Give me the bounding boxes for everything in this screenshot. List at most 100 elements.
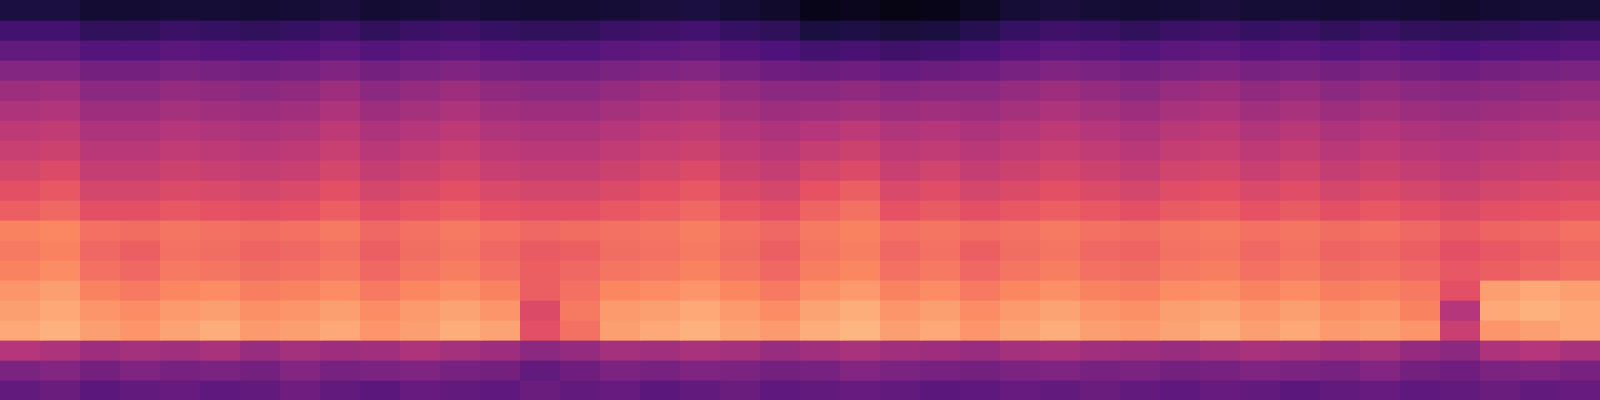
cell bbox=[1400, 300, 1441, 321]
cell bbox=[280, 100, 321, 121]
cell bbox=[440, 200, 481, 221]
cell bbox=[1200, 40, 1241, 61]
cell bbox=[440, 220, 481, 241]
cell bbox=[1560, 380, 1600, 400]
cell bbox=[1360, 380, 1401, 400]
cell bbox=[880, 0, 921, 21]
cell bbox=[960, 140, 1001, 161]
cell bbox=[80, 40, 121, 61]
cell bbox=[640, 240, 681, 261]
cell bbox=[1480, 160, 1521, 181]
cell bbox=[360, 180, 401, 201]
cell bbox=[1080, 220, 1121, 241]
cell bbox=[720, 120, 761, 141]
cell bbox=[720, 180, 761, 201]
cell bbox=[320, 300, 361, 321]
cell bbox=[1480, 60, 1521, 81]
cell bbox=[280, 360, 321, 381]
cell bbox=[280, 180, 321, 201]
cell bbox=[1320, 60, 1361, 81]
cell bbox=[320, 160, 361, 181]
cell bbox=[480, 80, 521, 101]
cell bbox=[1560, 140, 1600, 161]
cell bbox=[1120, 80, 1161, 101]
cell bbox=[1400, 200, 1441, 221]
cell bbox=[40, 380, 81, 400]
cell bbox=[1320, 140, 1361, 161]
cell bbox=[1040, 140, 1081, 161]
cell bbox=[440, 280, 481, 301]
cell bbox=[1160, 0, 1201, 21]
cell bbox=[1200, 360, 1241, 381]
cell bbox=[600, 260, 641, 281]
cell bbox=[600, 100, 641, 121]
cell bbox=[640, 180, 681, 201]
cell bbox=[1520, 280, 1561, 301]
cell bbox=[800, 300, 841, 321]
cell bbox=[1200, 140, 1241, 161]
cell bbox=[1080, 240, 1121, 261]
cell bbox=[680, 280, 721, 301]
cell bbox=[1280, 260, 1321, 281]
cell bbox=[1520, 140, 1561, 161]
cell bbox=[1280, 220, 1321, 241]
cell bbox=[200, 120, 241, 141]
cell bbox=[640, 280, 681, 301]
cell bbox=[1560, 100, 1600, 121]
cell bbox=[1080, 360, 1121, 381]
cell bbox=[560, 120, 601, 141]
cell bbox=[1120, 260, 1161, 281]
cell bbox=[0, 40, 41, 61]
cell bbox=[1320, 200, 1361, 221]
cell bbox=[480, 240, 521, 261]
cell bbox=[1040, 40, 1081, 61]
cell bbox=[1160, 80, 1201, 101]
cell bbox=[1520, 380, 1561, 400]
cell bbox=[1520, 260, 1561, 281]
cell bbox=[1240, 40, 1281, 61]
cell bbox=[1320, 220, 1361, 241]
cell bbox=[680, 200, 721, 221]
cell bbox=[40, 40, 81, 61]
cell bbox=[1000, 100, 1041, 121]
cell bbox=[400, 300, 441, 321]
cell bbox=[680, 300, 721, 321]
cell bbox=[240, 0, 281, 21]
cell bbox=[520, 200, 561, 221]
cell bbox=[480, 160, 521, 181]
cell bbox=[1000, 380, 1041, 400]
cell bbox=[600, 340, 641, 361]
cell bbox=[720, 80, 761, 101]
cell bbox=[1320, 280, 1361, 301]
cell bbox=[1040, 60, 1081, 81]
cell bbox=[760, 300, 801, 321]
cell bbox=[1040, 300, 1081, 321]
cell bbox=[160, 140, 201, 161]
cell bbox=[800, 100, 841, 121]
cell bbox=[1280, 380, 1321, 400]
cell bbox=[320, 340, 361, 361]
cell bbox=[1440, 120, 1481, 141]
cell bbox=[1000, 120, 1041, 141]
cell bbox=[400, 160, 441, 181]
cell bbox=[800, 180, 841, 201]
cell bbox=[1120, 200, 1161, 221]
cell bbox=[800, 360, 841, 381]
cell bbox=[800, 280, 841, 301]
cell bbox=[120, 200, 161, 221]
cell bbox=[560, 320, 601, 341]
cell bbox=[560, 40, 601, 61]
cell bbox=[640, 60, 681, 81]
cell bbox=[1280, 100, 1321, 121]
cell bbox=[680, 340, 721, 361]
cell bbox=[1520, 80, 1561, 101]
cell bbox=[400, 280, 441, 301]
cell bbox=[920, 60, 961, 81]
cell bbox=[920, 320, 961, 341]
cell bbox=[1320, 100, 1361, 121]
cell bbox=[480, 280, 521, 301]
cell bbox=[400, 60, 441, 81]
cell bbox=[880, 360, 921, 381]
cell bbox=[400, 360, 441, 381]
cell bbox=[880, 20, 921, 41]
